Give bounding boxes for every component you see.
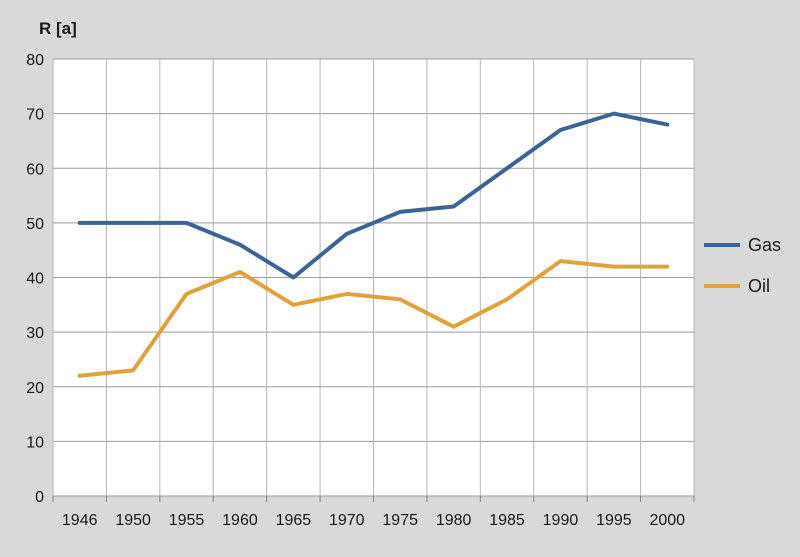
y-tick-label: 0 — [35, 489, 44, 506]
x-tick-label: 1950 — [115, 512, 151, 529]
x-tick-label: 1955 — [169, 512, 205, 529]
x-tick-label: 1946 — [62, 512, 98, 529]
x-tick-label: 1985 — [489, 512, 525, 529]
x-tick-label: 1960 — [222, 512, 258, 529]
x-tick-label: 1980 — [436, 512, 472, 529]
x-tick-label: 1970 — [329, 512, 365, 529]
y-tick-label: 40 — [26, 271, 44, 288]
y-axis-title: R [a] — [39, 19, 77, 38]
x-axis-ticks: 1946 1950 1955 1960 1965 1970 1975 1980 1985 1990… — [52, 496, 695, 529]
series-line-oil — [77, 259, 670, 378]
y-tick-label: 30 — [26, 325, 44, 342]
y-tick-label: 80 — [26, 52, 44, 69]
x-tick-label: 1975 — [382, 512, 418, 529]
y-tick-label: 50 — [26, 216, 44, 233]
x-tick-label: 1990 — [543, 512, 579, 529]
gridlines — [52, 58, 695, 497]
y-tick-label: 60 — [26, 161, 44, 178]
x-tick-label: 1965 — [276, 512, 312, 529]
series-line-gas — [77, 111, 670, 280]
y-tick-label: 10 — [26, 434, 44, 451]
legend: Gas Oil — [704, 235, 781, 296]
y-tick-label: 20 — [26, 380, 44, 397]
y-axis-ticks: 0 10 20 30 40 50 60 70 80 — [26, 52, 44, 506]
legend-label-oil: Oil — [748, 276, 770, 296]
x-tick-label: 1995 — [596, 512, 632, 529]
y-tick-label: 70 — [26, 107, 44, 124]
x-tick-label: 2000 — [649, 512, 685, 529]
series-lines — [77, 111, 670, 378]
legend-label-gas: Gas — [748, 235, 781, 255]
